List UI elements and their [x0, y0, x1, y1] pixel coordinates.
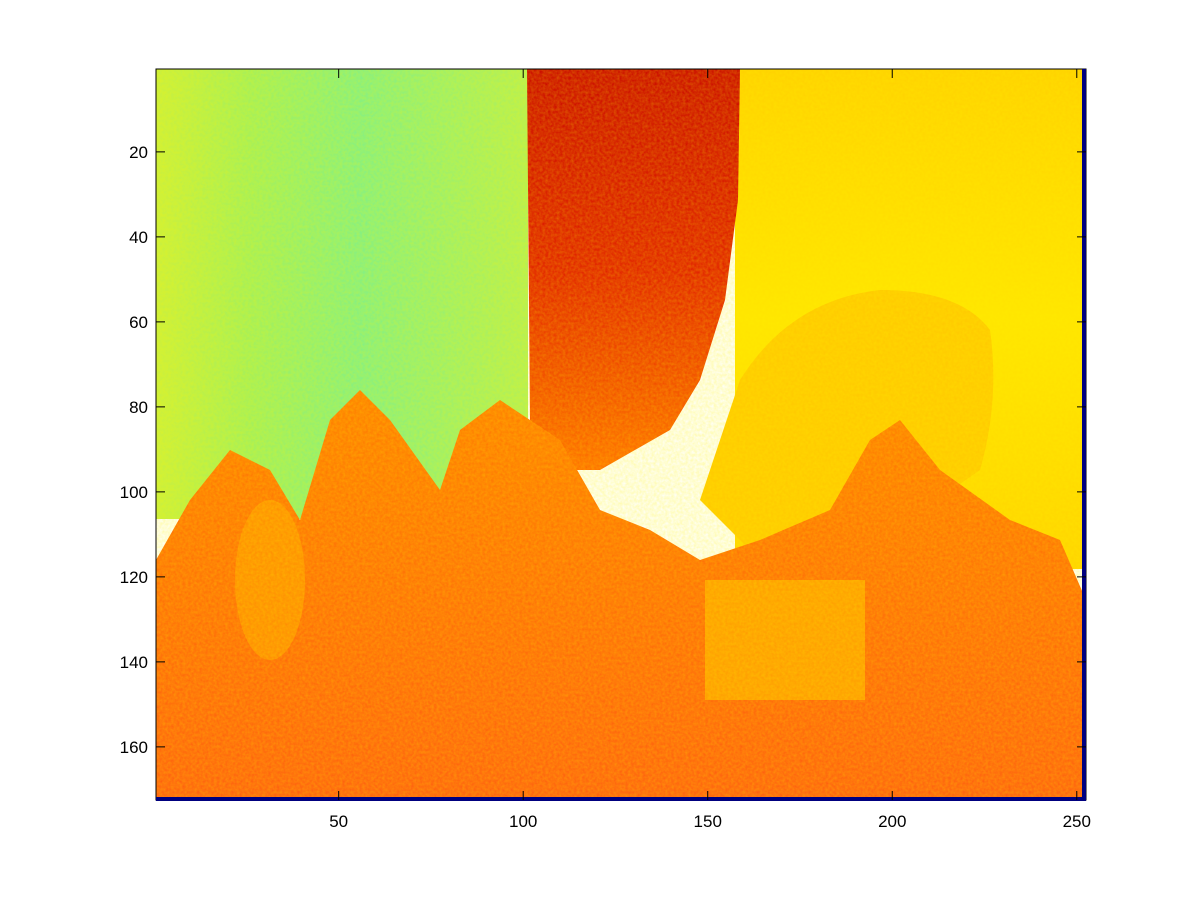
y-tick-label: 60: [129, 313, 148, 332]
x-tick-label: 250: [1063, 812, 1091, 831]
y-tick-label: 120: [120, 568, 148, 587]
heatmap-image: [156, 69, 1086, 800]
x-tick-label: 200: [878, 812, 906, 831]
y-tick-label: 100: [120, 483, 148, 502]
x-tick-label: 50: [329, 812, 348, 831]
y-tick-label: 140: [120, 653, 148, 672]
noise-overlay: [156, 69, 1086, 800]
y-tick-label: 160: [120, 738, 148, 757]
x-tick-label: 100: [509, 812, 537, 831]
y-tick-label: 80: [129, 398, 148, 417]
x-tick-label: 150: [694, 812, 722, 831]
y-axis: 20 40 60 80 100 120 140 160: [120, 143, 1086, 757]
x-axis: 50 100 150 200 250: [329, 69, 1091, 831]
y-tick-label: 20: [129, 143, 148, 162]
y-tick-label: 40: [129, 228, 148, 247]
